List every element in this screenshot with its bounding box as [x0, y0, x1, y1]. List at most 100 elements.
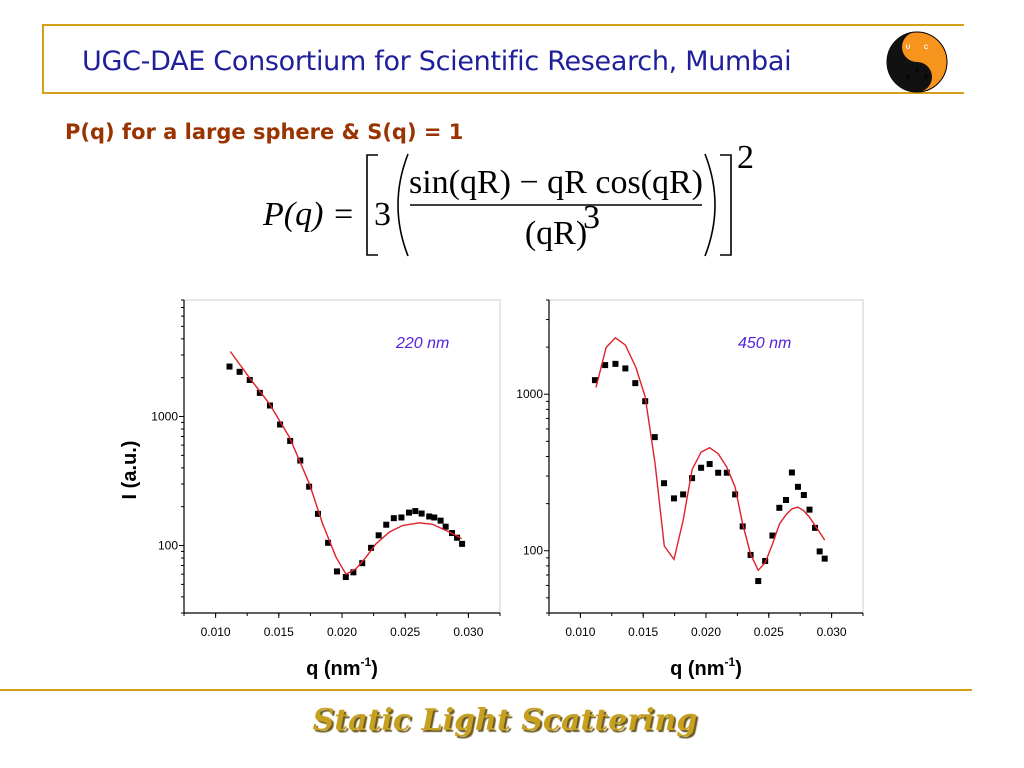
x-tick-label: 0.010 — [565, 625, 595, 639]
data-point — [689, 475, 696, 482]
data-point — [612, 360, 619, 367]
data-point — [632, 380, 639, 387]
x-tick-label: 0.025 — [390, 625, 420, 639]
formula-denominator: (qR) — [525, 215, 587, 252]
data-point — [788, 469, 795, 476]
x-tick-label: 0.015 — [264, 625, 294, 639]
data-point — [680, 491, 687, 498]
formula-coefficient: 3 — [374, 196, 391, 233]
left-paren — [397, 153, 409, 257]
data-point — [622, 365, 629, 372]
data-point — [821, 555, 828, 562]
chart-annotation: 450 nm — [738, 335, 791, 352]
svg-text:E: E — [924, 75, 928, 81]
chart-450nm: q (nm-1) 450 nm 0.010 0.015 0.020 0.025 0.03… — [516, 299, 864, 680]
svg-text:U: U — [906, 45, 910, 51]
data-point — [698, 464, 705, 471]
data-point — [350, 569, 357, 576]
data-point — [591, 377, 598, 384]
data-point — [342, 574, 349, 581]
header-bottom-rule — [42, 92, 964, 94]
fit-line — [229, 351, 463, 576]
data-point — [297, 457, 304, 464]
data-point — [800, 492, 807, 499]
logo: G U C A D E — [886, 31, 948, 93]
chart-annotation: 220 nm — [395, 335, 449, 352]
chart-220nm: I (a.u.) q (nm-1) 220 nm 0.010 0.015 0.020… — [119, 299, 501, 680]
data-point — [437, 517, 444, 524]
data-point — [783, 496, 790, 503]
data-point — [405, 509, 412, 516]
formula: P(q) = 3 sin(qR) − qR cos(qR) (qR) 3 2 — [262, 140, 754, 257]
data-point — [431, 514, 438, 521]
data-point — [670, 495, 677, 502]
x-tick-label: 0.030 — [453, 625, 483, 639]
data-point — [398, 514, 405, 521]
data-point — [306, 483, 313, 490]
data-point — [256, 389, 263, 396]
x-tick-label: 0.020 — [691, 625, 721, 639]
y-tick-label: 1000 — [516, 387, 543, 401]
slide-title: UGC-DAE Consortium for Scientific Resear… — [82, 46, 792, 77]
formula-numerator: sin(qR) − qR cos(qR) — [409, 164, 703, 201]
data-point — [368, 544, 375, 551]
left-bracket — [366, 154, 378, 256]
y-tick-label: 1000 — [151, 410, 178, 424]
data-point — [723, 469, 730, 476]
data-point — [651, 434, 658, 441]
data-point — [715, 469, 722, 476]
data-point — [375, 532, 382, 539]
x-axis-title: q (nm-1) — [670, 655, 742, 680]
data-point — [236, 368, 243, 375]
y-tick-label: 100 — [158, 539, 178, 553]
outer-exponent: 2 — [737, 140, 754, 176]
data-point — [812, 524, 819, 531]
svg-text:D: D — [906, 75, 911, 81]
x-tick-label: 0.025 — [754, 625, 784, 639]
slide-footer: Static Light Scattering — [312, 703, 698, 738]
svg-text:A: A — [915, 68, 920, 74]
data-point — [390, 515, 397, 522]
data-point — [418, 510, 425, 517]
data-point — [383, 521, 390, 528]
data-point — [816, 548, 823, 555]
data-point — [359, 560, 366, 567]
x-tick-label: 0.030 — [817, 625, 847, 639]
header-top-rule — [42, 24, 964, 26]
svg-text:C: C — [924, 45, 929, 51]
formula-lhs: P(q) = — [262, 196, 355, 233]
data-point — [412, 508, 419, 515]
x-tick-label: 0.010 — [201, 625, 231, 639]
plot-frame — [548, 299, 864, 614]
data-point — [325, 539, 332, 546]
right-paren — [704, 153, 716, 257]
data-point — [732, 491, 739, 498]
y-tick-label: 100 — [523, 544, 543, 558]
data-point — [226, 363, 233, 370]
data-point — [769, 532, 776, 539]
data-point — [442, 523, 449, 530]
data-point — [706, 461, 713, 468]
svg-text:G: G — [915, 37, 920, 43]
denominator-exponent: 3 — [583, 199, 600, 236]
header-left-rule — [42, 24, 44, 94]
data-point — [426, 513, 433, 520]
data-point — [277, 421, 284, 428]
data-point — [454, 534, 461, 541]
right-bracket — [720, 154, 732, 256]
data-point — [806, 506, 813, 513]
data-point — [459, 540, 466, 547]
section-heading: P(q) for a large sphere & S(q) = 1 — [65, 120, 464, 144]
data-point — [314, 510, 321, 517]
data-point — [776, 504, 783, 511]
x-axis-title: q (nm-1) — [306, 655, 378, 680]
data-point — [246, 376, 253, 383]
x-tick-label: 0.020 — [327, 625, 357, 639]
fit-line — [595, 336, 826, 572]
data-point — [287, 437, 294, 444]
x-tick-label: 0.015 — [628, 625, 658, 639]
y-axis-title: I (a.u.) — [119, 441, 141, 500]
data-point — [794, 483, 801, 490]
data-point — [602, 362, 609, 369]
